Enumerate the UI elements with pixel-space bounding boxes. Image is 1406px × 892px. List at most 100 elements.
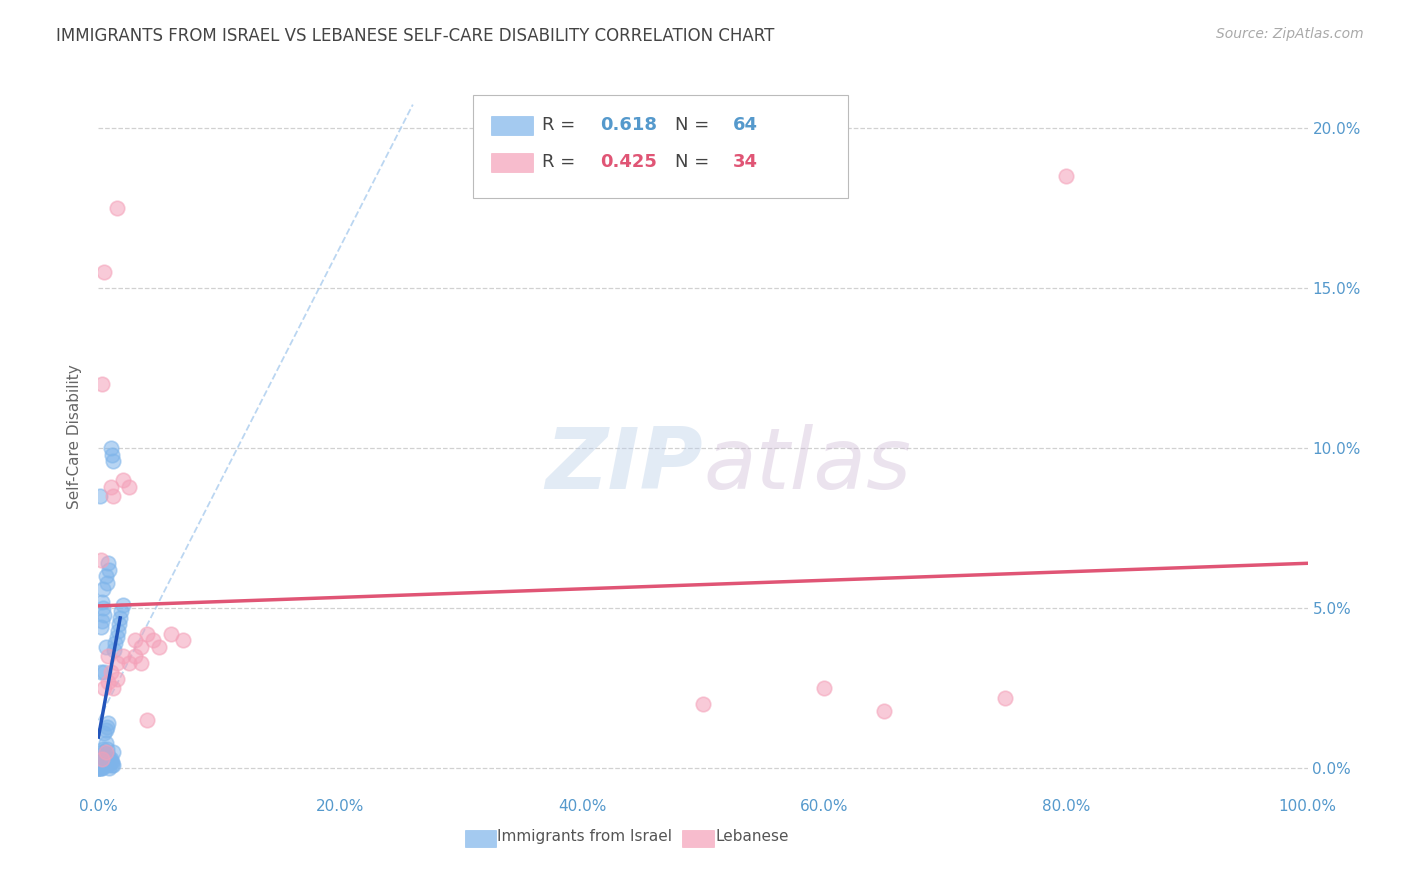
Text: N =: N = xyxy=(675,116,716,134)
Point xyxy=(98,563,121,577)
Point xyxy=(1054,169,1077,184)
Point xyxy=(104,636,127,650)
Point xyxy=(91,601,114,615)
Point xyxy=(91,752,114,766)
Point xyxy=(148,640,170,654)
Point xyxy=(96,720,118,734)
Point xyxy=(87,761,110,775)
Point xyxy=(93,665,115,680)
Text: 64: 64 xyxy=(734,116,758,134)
Point xyxy=(90,758,112,772)
Point xyxy=(89,755,111,769)
Point xyxy=(129,656,152,670)
Point xyxy=(98,761,121,775)
Point xyxy=(89,752,111,766)
Point xyxy=(96,755,118,769)
Text: R =: R = xyxy=(543,153,581,171)
Point xyxy=(118,480,141,494)
Point xyxy=(105,201,128,215)
Point xyxy=(101,745,124,759)
Point xyxy=(89,758,111,772)
Text: 0.618: 0.618 xyxy=(600,116,657,134)
Point xyxy=(90,761,112,775)
Point xyxy=(93,607,115,622)
Point xyxy=(994,690,1017,705)
Point xyxy=(98,752,121,766)
Text: Immigrants from Israel: Immigrants from Israel xyxy=(498,830,672,844)
Point xyxy=(108,617,131,632)
Point xyxy=(89,761,111,775)
Point xyxy=(142,633,165,648)
Point xyxy=(91,377,114,392)
Point xyxy=(100,442,122,456)
Point xyxy=(87,761,110,775)
FancyBboxPatch shape xyxy=(474,95,848,198)
Point xyxy=(100,755,122,769)
Point xyxy=(94,569,117,583)
Point xyxy=(97,557,120,571)
Point xyxy=(87,761,110,775)
Point xyxy=(97,748,120,763)
Point xyxy=(90,755,112,769)
Point xyxy=(91,755,114,769)
Point xyxy=(91,582,114,596)
Point xyxy=(111,473,134,487)
FancyBboxPatch shape xyxy=(492,116,533,135)
Point xyxy=(93,758,115,772)
Point xyxy=(108,611,131,625)
Point xyxy=(129,640,152,654)
Point xyxy=(90,665,112,680)
Point xyxy=(107,624,129,638)
FancyBboxPatch shape xyxy=(682,830,714,847)
Text: Lebanese: Lebanese xyxy=(716,830,789,844)
Point xyxy=(135,627,157,641)
Point xyxy=(87,758,110,772)
Point xyxy=(100,752,122,766)
Point xyxy=(124,649,146,664)
Point xyxy=(91,745,114,759)
Text: IMMIGRANTS FROM ISRAEL VS LEBANESE SELF-CARE DISABILITY CORRELATION CHART: IMMIGRANTS FROM ISRAEL VS LEBANESE SELF-… xyxy=(56,27,775,45)
FancyBboxPatch shape xyxy=(465,830,496,847)
Point xyxy=(873,704,896,718)
Point xyxy=(111,598,134,612)
Text: atlas: atlas xyxy=(703,424,911,508)
Point xyxy=(87,761,110,775)
Text: Source: ZipAtlas.com: Source: ZipAtlas.com xyxy=(1216,27,1364,41)
Point xyxy=(91,614,114,628)
Point xyxy=(100,665,122,680)
Point xyxy=(100,448,122,462)
Point xyxy=(91,595,114,609)
Point xyxy=(100,758,122,772)
FancyBboxPatch shape xyxy=(492,153,533,171)
Point xyxy=(89,489,111,503)
Point xyxy=(101,681,124,696)
Y-axis label: Self-Care Disability: Self-Care Disability xyxy=(67,365,83,509)
Point xyxy=(94,736,117,750)
Point xyxy=(91,761,114,775)
Point xyxy=(110,605,132,619)
Text: N =: N = xyxy=(675,153,716,171)
Point xyxy=(94,640,117,654)
Point xyxy=(93,681,115,696)
Point xyxy=(101,489,124,503)
Point xyxy=(100,480,122,494)
Point xyxy=(97,674,120,689)
Point xyxy=(101,758,124,772)
Point xyxy=(91,755,114,769)
Point xyxy=(124,633,146,648)
Point xyxy=(94,745,117,759)
Point xyxy=(105,672,128,686)
Point xyxy=(101,454,124,468)
Point xyxy=(94,752,117,766)
Point xyxy=(96,575,118,590)
Point xyxy=(91,758,114,772)
Point xyxy=(97,758,120,772)
Point xyxy=(90,553,112,567)
Point xyxy=(135,713,157,727)
Text: ZIP: ZIP xyxy=(546,424,703,508)
Text: 34: 34 xyxy=(734,153,758,171)
Point xyxy=(90,620,112,634)
Text: R =: R = xyxy=(543,116,581,134)
Point xyxy=(100,755,122,769)
Point xyxy=(94,723,117,737)
